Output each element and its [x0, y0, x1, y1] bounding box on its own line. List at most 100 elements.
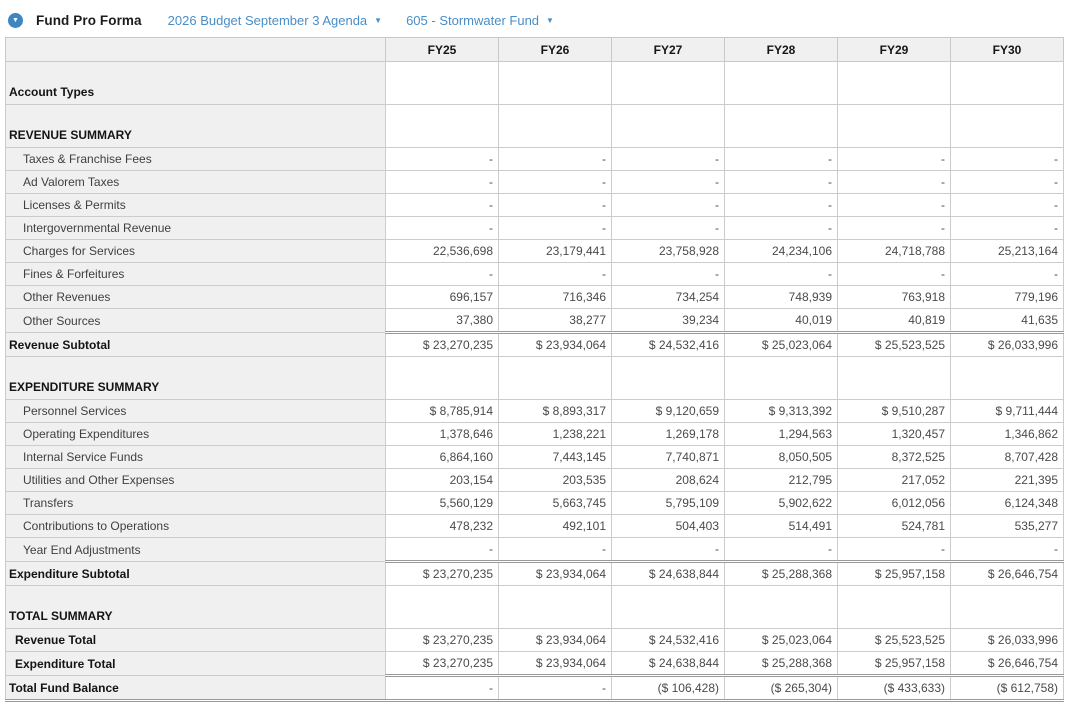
value-cell: 748,939	[724, 285, 838, 309]
value-cell: -	[611, 193, 725, 217]
value-cell: ($ 433,633)	[837, 674, 951, 702]
column-header-fy26: FY26	[498, 37, 612, 62]
value-cell: $ 24,532,416	[611, 331, 725, 357]
value-cell: $ 9,313,392	[724, 399, 838, 423]
value-cell: 734,254	[611, 285, 725, 309]
column-header-fy25: FY25	[385, 37, 499, 62]
row-label: Utilities and Other Expenses	[5, 468, 386, 492]
value-cell: 7,740,871	[611, 445, 725, 469]
value-cell: -	[724, 170, 838, 194]
budget-version-dropdown-label: 2026 Budget September 3 Agenda	[167, 13, 368, 28]
row-label: Other Revenues	[5, 285, 386, 309]
fund-dropdown[interactable]: 605 - Stormwater Fund ▼	[406, 13, 554, 28]
value-cell: $ 8,785,914	[385, 399, 499, 423]
column-header-fy29: FY29	[837, 37, 951, 62]
value-cell: $ 24,532,416	[611, 628, 725, 652]
value-cell: 779,196	[950, 285, 1064, 309]
value-cell	[498, 585, 612, 629]
value-cell: 208,624	[611, 468, 725, 492]
table-row: Licenses & Permits - - - - - -	[5, 193, 1064, 217]
table-row: Fines & Forfeitures - - - - - -	[5, 262, 1064, 286]
value-cell	[611, 104, 725, 148]
value-cell: $ 25,523,525	[837, 628, 951, 652]
row-label: Fines & Forfeitures	[5, 262, 386, 286]
table-row: Internal Service Funds 6,864,160 7,443,145…	[5, 445, 1064, 469]
collapse-toggle-icon[interactable]: ▼	[8, 13, 23, 28]
value-cell: $ 23,270,235	[385, 560, 499, 586]
value-cell: -	[611, 262, 725, 286]
value-cell: 524,781	[837, 514, 951, 538]
value-cell: -	[385, 537, 499, 562]
row-label: Transfers	[5, 491, 386, 515]
value-cell: $ 23,270,235	[385, 651, 499, 676]
value-cell: 39,234	[611, 308, 725, 333]
value-cell	[498, 104, 612, 148]
value-cell: 6,864,160	[385, 445, 499, 469]
table-row: Personnel Services $ 8,785,914 $ 8,893,317…	[5, 399, 1064, 423]
value-cell: 7,443,145	[498, 445, 612, 469]
pro-forma-table: FY25 FY26 FY27 FY28 FY29 FY30 Account Types RE…	[5, 37, 1064, 702]
value-cell: $ 23,934,064	[498, 560, 612, 586]
value-cell: -	[837, 262, 951, 286]
row-label: Ad Valorem Taxes	[5, 170, 386, 194]
value-cell: $ 25,023,064	[724, 628, 838, 652]
row-label: Revenue Total	[5, 628, 386, 652]
row-label: TOTAL SUMMARY	[5, 585, 386, 629]
table-body: Account Types REVENUE SUMMARY Taxes & Fran…	[5, 61, 1064, 702]
value-cell: -	[385, 216, 499, 240]
value-cell: 203,535	[498, 468, 612, 492]
value-cell: -	[950, 170, 1064, 194]
value-cell: -	[498, 170, 612, 194]
value-cell: -	[837, 147, 951, 171]
chevron-down-icon: ▼	[546, 16, 554, 25]
value-cell: 6,124,348	[950, 491, 1064, 515]
value-cell: $ 26,033,996	[950, 628, 1064, 652]
value-cell: ($ 612,758)	[950, 674, 1064, 702]
column-header-blank	[5, 37, 386, 62]
table-row: Transfers 5,560,129 5,663,745 5,795,109 5,90…	[5, 491, 1064, 515]
value-cell: $ 25,957,158	[837, 560, 951, 586]
value-cell: -	[611, 537, 725, 562]
row-label: Taxes & Franchise Fees	[5, 147, 386, 171]
table-row: EXPENDITURE SUMMARY	[5, 356, 1064, 400]
value-cell: 514,491	[724, 514, 838, 538]
value-cell: -	[950, 216, 1064, 240]
value-cell: -	[611, 147, 725, 171]
value-cell: -	[837, 170, 951, 194]
row-label: Operating Expenditures	[5, 422, 386, 446]
value-cell: $ 25,288,368	[724, 651, 838, 676]
value-cell: $ 23,934,064	[498, 651, 612, 676]
value-cell: 8,372,525	[837, 445, 951, 469]
row-label: Account Types	[5, 61, 386, 105]
row-label: Total Fund Balance	[5, 675, 386, 702]
budget-version-dropdown[interactable]: 2026 Budget September 3 Agenda ▼	[168, 13, 382, 28]
value-cell: 535,277	[950, 514, 1064, 538]
row-label: Expenditure Total	[5, 651, 386, 676]
value-cell: 23,758,928	[611, 239, 725, 263]
table-row: Account Types	[5, 61, 1064, 105]
value-cell	[724, 585, 838, 629]
value-cell: $ 23,270,235	[385, 331, 499, 357]
value-cell: 1,269,178	[611, 422, 725, 446]
table-header-row: FY25 FY26 FY27 FY28 FY29 FY30	[5, 37, 1064, 62]
value-cell: 1,238,221	[498, 422, 612, 446]
value-cell: 1,294,563	[724, 422, 838, 446]
fund-dropdown-label: 605 - Stormwater Fund	[406, 13, 540, 28]
value-cell: 716,346	[498, 285, 612, 309]
value-cell	[837, 104, 951, 148]
row-label: Internal Service Funds	[5, 445, 386, 469]
value-cell: $ 23,934,064	[498, 628, 612, 652]
value-cell: $ 25,288,368	[724, 560, 838, 586]
value-cell: 221,395	[950, 468, 1064, 492]
value-cell	[498, 356, 612, 400]
value-cell: -	[724, 262, 838, 286]
table-row: Other Revenues 696,157 716,346 734,254 748,9…	[5, 285, 1064, 309]
table-row: Taxes & Franchise Fees - - - - - -	[5, 147, 1064, 171]
value-cell: 696,157	[385, 285, 499, 309]
value-cell	[837, 356, 951, 400]
value-cell: $ 25,957,158	[837, 651, 951, 676]
value-cell: -	[837, 216, 951, 240]
column-header-fy28: FY28	[724, 37, 838, 62]
table-row: Operating Expenditures 1,378,646 1,238,221…	[5, 422, 1064, 446]
value-cell: -	[385, 147, 499, 171]
